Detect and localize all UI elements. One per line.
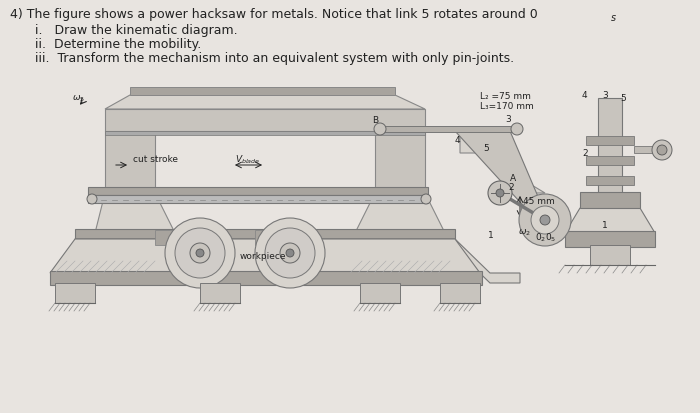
Polygon shape	[460, 131, 545, 193]
Circle shape	[255, 218, 325, 288]
Text: $\omega_2$: $\omega_2$	[518, 228, 531, 238]
Polygon shape	[105, 131, 155, 193]
Text: 45 mm: 45 mm	[523, 197, 554, 206]
Circle shape	[652, 140, 672, 160]
Text: 1: 1	[602, 221, 608, 230]
Bar	[360, 283, 400, 303]
Bar	[50, 271, 482, 285]
Text: 4: 4	[582, 91, 587, 100]
Text: $\omega_5$: $\omega_5$	[72, 94, 85, 104]
Circle shape	[657, 145, 667, 155]
Bar	[586, 176, 634, 185]
Circle shape	[280, 243, 300, 263]
Bar	[75, 229, 455, 239]
Bar	[105, 109, 425, 131]
Text: 2: 2	[508, 183, 514, 192]
Bar	[200, 283, 240, 303]
Bar	[586, 156, 634, 165]
Bar	[598, 98, 622, 193]
Bar	[440, 283, 480, 303]
Text: 4) The figure shows a power hacksaw for metals. Notice that link 5 rotates aroun: 4) The figure shows a power hacksaw for …	[10, 8, 538, 21]
Bar	[634, 146, 659, 153]
Polygon shape	[375, 131, 425, 193]
Circle shape	[496, 189, 504, 197]
Text: $V_{blade}$: $V_{blade}$	[235, 153, 260, 166]
Bar	[130, 87, 395, 95]
Text: B: B	[372, 116, 378, 125]
Circle shape	[265, 228, 315, 278]
Bar	[105, 131, 425, 135]
Circle shape	[286, 249, 294, 257]
Text: ii.  Determine the mobility.: ii. Determine the mobility.	[35, 38, 202, 51]
Circle shape	[175, 228, 225, 278]
Polygon shape	[105, 95, 425, 109]
Text: 1: 1	[488, 231, 494, 240]
Bar	[380, 126, 517, 132]
Circle shape	[87, 194, 97, 204]
Circle shape	[519, 194, 571, 246]
Text: A: A	[510, 174, 516, 183]
Text: i.   Draw the kinematic diagram.: i. Draw the kinematic diagram.	[35, 24, 237, 37]
Bar	[88, 195, 428, 203]
Bar	[155, 230, 205, 245]
Bar	[88, 187, 428, 195]
Circle shape	[540, 215, 550, 225]
Text: 3: 3	[602, 91, 608, 100]
Circle shape	[374, 123, 386, 135]
Circle shape	[511, 123, 523, 135]
Circle shape	[196, 249, 204, 257]
Polygon shape	[355, 193, 445, 233]
Text: s: s	[611, 13, 616, 23]
Circle shape	[488, 181, 512, 205]
Bar	[590, 245, 630, 265]
Polygon shape	[455, 131, 545, 213]
Circle shape	[421, 194, 431, 204]
Circle shape	[165, 218, 235, 288]
Text: cut stroke: cut stroke	[133, 155, 178, 164]
Circle shape	[531, 206, 559, 234]
Text: 5: 5	[483, 144, 489, 153]
Circle shape	[190, 243, 210, 263]
Bar	[565, 231, 655, 247]
Text: iii.  Transform the mechanism into an equivalent system with only pin-joints.: iii. Transform the mechanism into an equ…	[35, 52, 514, 65]
Bar	[580, 192, 640, 208]
Text: 5: 5	[620, 94, 626, 103]
Polygon shape	[75, 239, 520, 283]
Text: 2: 2	[582, 149, 587, 158]
Bar	[55, 283, 95, 303]
Text: 3: 3	[505, 115, 511, 124]
Text: 4: 4	[455, 136, 461, 145]
Bar	[255, 230, 305, 245]
Text: L₂ =75 mm: L₂ =75 mm	[480, 92, 531, 101]
Text: L₃=170 mm: L₃=170 mm	[480, 102, 533, 111]
Polygon shape	[95, 193, 175, 233]
Text: $0_20_5$: $0_20_5$	[535, 231, 556, 244]
Text: workpiece: workpiece	[240, 252, 286, 261]
Bar	[586, 136, 634, 145]
Polygon shape	[565, 208, 655, 233]
Polygon shape	[50, 239, 480, 273]
